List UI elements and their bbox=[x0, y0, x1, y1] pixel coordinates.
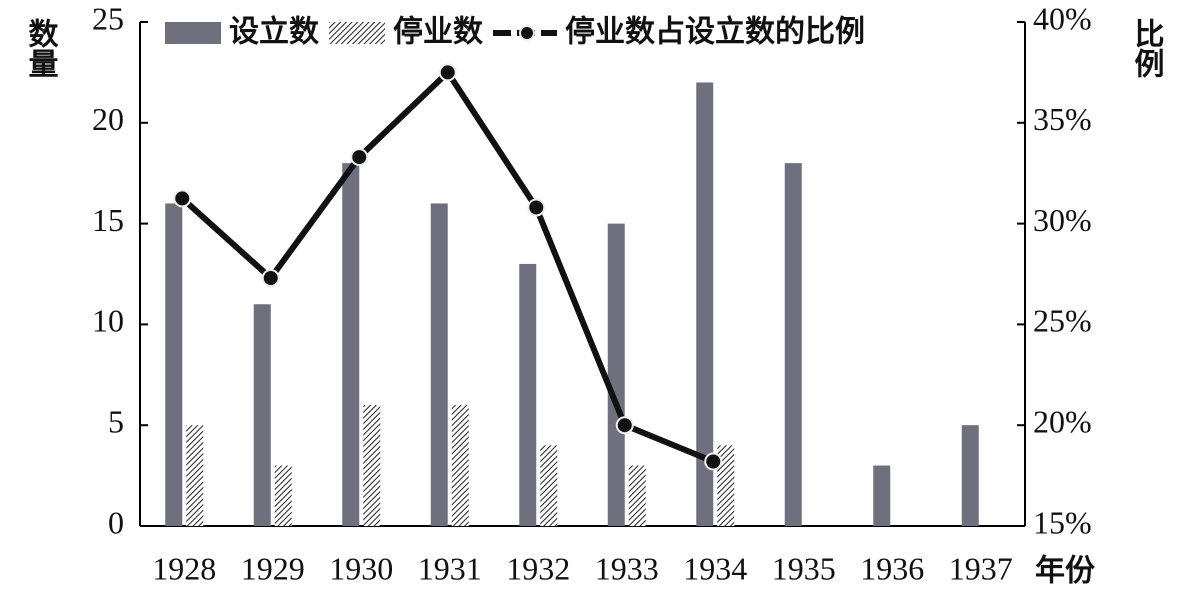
legend-swatch bbox=[165, 22, 221, 44]
hatched-bar bbox=[717, 445, 735, 526]
bar bbox=[165, 203, 183, 526]
y2-axis-title: 比例 bbox=[1129, 18, 1165, 79]
x-tick-label: 1930 bbox=[329, 550, 393, 586]
y2-tick-label: 20% bbox=[1033, 404, 1092, 440]
y-tick-label: 10 bbox=[92, 303, 124, 339]
hatched-bar bbox=[628, 465, 646, 526]
y2-tick-label: 35% bbox=[1033, 101, 1092, 137]
hatched-bar bbox=[540, 445, 558, 526]
legend-dot bbox=[519, 25, 535, 41]
x-tick-label: 1937 bbox=[949, 550, 1013, 586]
x-tick-label: 1928 bbox=[152, 550, 216, 586]
y2-tick-label: 25% bbox=[1033, 303, 1092, 339]
x-tick-label: 1932 bbox=[506, 550, 570, 586]
hatched-bar bbox=[186, 425, 204, 526]
y-tick-label: 15 bbox=[92, 202, 124, 238]
ratio-point bbox=[350, 148, 369, 167]
bar bbox=[342, 163, 360, 526]
x-tick-label: 1929 bbox=[241, 550, 305, 586]
bar bbox=[873, 465, 891, 526]
ratio-point bbox=[438, 63, 457, 82]
ratio-point bbox=[527, 198, 546, 217]
legend-swatch bbox=[329, 22, 385, 44]
x-tick-label: 1936 bbox=[860, 550, 924, 586]
legend-label: 设立数 bbox=[229, 15, 320, 50]
bar bbox=[784, 163, 802, 526]
y2-tick-label: 15% bbox=[1033, 504, 1092, 540]
legend-label: 停业数占设立数的比例 bbox=[565, 15, 865, 50]
ratio-point bbox=[261, 269, 280, 288]
bar bbox=[961, 425, 979, 526]
hatched-bar bbox=[274, 465, 292, 526]
y-tick-label: 5 bbox=[108, 404, 124, 440]
ratio-point bbox=[615, 416, 634, 435]
x-tick-label: 1934 bbox=[683, 550, 747, 586]
bar bbox=[696, 82, 714, 526]
x-tick-label: 1931 bbox=[418, 550, 482, 586]
bar bbox=[607, 223, 625, 526]
y2-tick-label: 40% bbox=[1033, 0, 1092, 36]
x-tick-label: 1935 bbox=[772, 550, 836, 586]
hatched-bar bbox=[363, 405, 381, 526]
bar bbox=[430, 203, 448, 526]
y-axis-title: 数量 bbox=[23, 18, 59, 78]
legend-label: 停业数 bbox=[393, 15, 484, 50]
bar bbox=[519, 263, 537, 526]
ratio-point bbox=[173, 189, 192, 208]
y-tick-label: 20 bbox=[92, 101, 124, 137]
hatched-bar bbox=[451, 405, 469, 526]
y-tick-label: 25 bbox=[92, 0, 124, 36]
bar bbox=[253, 304, 271, 526]
y-tick-label: 0 bbox=[108, 504, 124, 540]
x-tick-label: 1933 bbox=[595, 550, 659, 586]
x-axis-title: 年份 bbox=[1035, 554, 1095, 589]
ratio-point bbox=[704, 452, 723, 471]
y2-tick-label: 30% bbox=[1033, 202, 1092, 238]
